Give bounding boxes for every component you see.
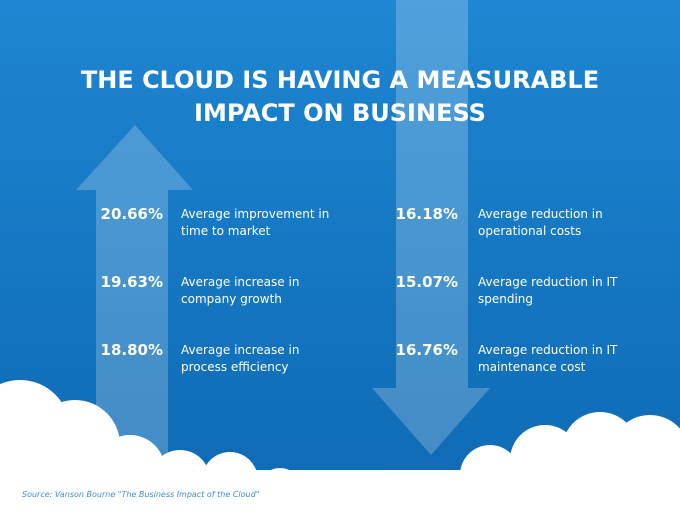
source: Source: Vanson Bourne "The Business Impa… [22,490,259,499]
stat-label: Average reduction in [478,207,603,221]
stat-value: 16.18% [396,205,458,223]
stat-value: 16.76% [396,341,458,359]
stat-label: time to market [181,224,271,238]
clouds [0,380,680,510]
stat-label: Average increase in [181,343,299,357]
down-arrow [372,0,490,455]
stat-label: operational costs [478,224,581,238]
stat-label: process efficiency [181,360,289,374]
stat-label: spending [478,292,533,306]
title: IMPACT ON BUSINESS [194,99,486,127]
stat-value: 20.66% [101,205,163,223]
stat-value: 18.80% [101,341,163,359]
stat-label: Average reduction in IT [478,275,618,289]
stat-label: Average increase in [181,275,299,289]
title: THE CLOUD IS HAVING A MEASURABLE [81,66,599,94]
stat-value: 19.63% [101,273,163,291]
stat-label: maintenance cost [478,360,586,374]
up-arrow [76,125,193,472]
stat-label: Average reduction in IT [478,343,618,357]
stat-label: company growth [181,292,282,306]
stat-label: Average improvement in [181,207,329,221]
stat-value: 15.07% [396,273,458,291]
